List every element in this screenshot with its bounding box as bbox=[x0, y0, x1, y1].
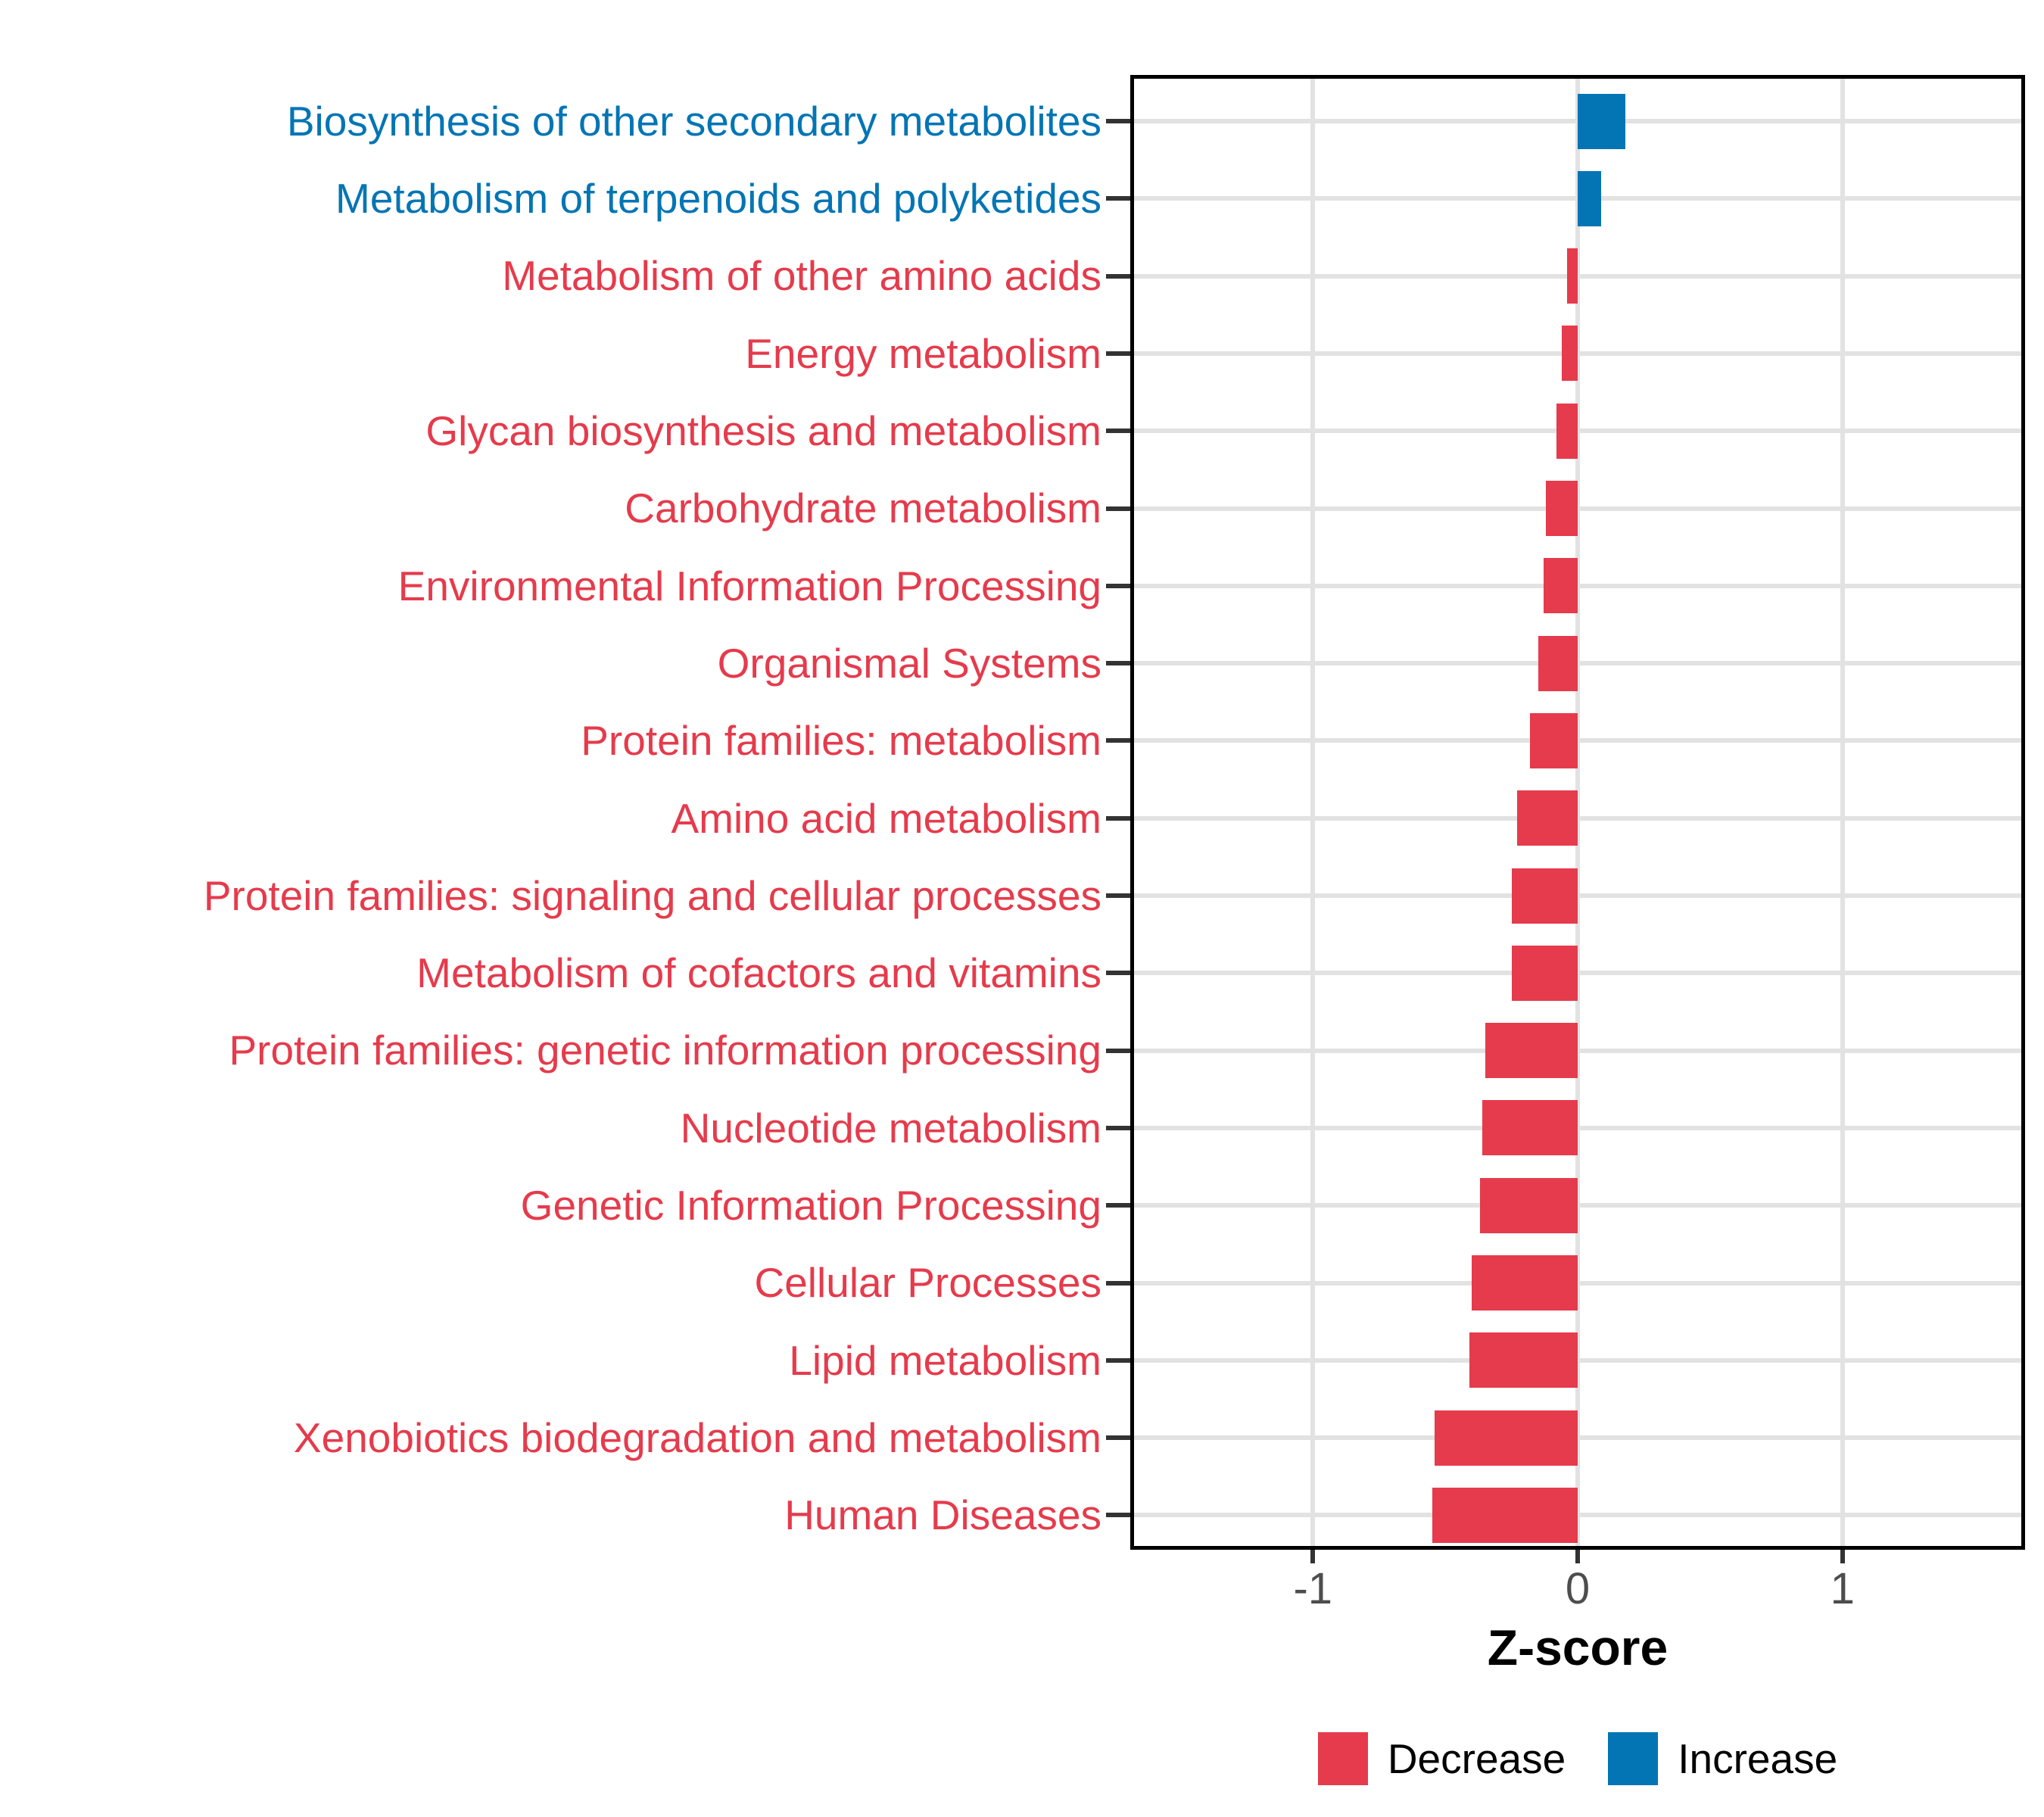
y-tick-mark bbox=[1106, 1357, 1130, 1363]
x-tick-mark bbox=[1575, 1550, 1580, 1563]
bar bbox=[1578, 170, 1602, 226]
category-label: Metabolism of terpenoids and polyketides bbox=[335, 175, 1101, 223]
gridline-horizontal bbox=[1130, 1048, 2025, 1053]
y-tick-mark bbox=[1106, 1203, 1130, 1208]
gridline-vertical bbox=[1840, 75, 1845, 1550]
plot-panel bbox=[1130, 75, 2025, 1550]
x-tick-label: 0 bbox=[1565, 1564, 1591, 1613]
y-tick-mark bbox=[1106, 1125, 1130, 1130]
bar bbox=[1543, 558, 1578, 614]
category-label: Amino acid metabolism bbox=[671, 794, 1101, 842]
bar bbox=[1435, 1410, 1578, 1466]
y-tick-mark bbox=[1106, 815, 1130, 821]
category-label: Genetic Information Processing bbox=[520, 1182, 1101, 1230]
gridline-horizontal bbox=[1130, 351, 2025, 356]
legend-key-decrease-swatch bbox=[1317, 1732, 1368, 1785]
gridline-horizontal bbox=[1130, 815, 2025, 821]
x-tick-mark bbox=[1840, 1550, 1845, 1563]
gridline-horizontal bbox=[1130, 661, 2025, 666]
gridline-horizontal bbox=[1130, 429, 2025, 434]
gridline-horizontal bbox=[1130, 506, 2025, 511]
y-tick-mark bbox=[1106, 971, 1130, 976]
bar bbox=[1567, 248, 1578, 304]
gridline-horizontal bbox=[1130, 1125, 2025, 1130]
category-label: Carbohydrate metabolism bbox=[625, 485, 1101, 532]
y-tick-mark bbox=[1106, 893, 1130, 898]
gridline-horizontal bbox=[1130, 273, 2025, 279]
category-label: Organismal Systems bbox=[717, 639, 1101, 687]
bar bbox=[1562, 326, 1578, 382]
category-label: Environmental Information Processing bbox=[397, 562, 1101, 609]
bar bbox=[1546, 481, 1578, 536]
category-label: Biosynthesis of other secondary metaboli… bbox=[286, 97, 1101, 145]
gridline-horizontal bbox=[1130, 971, 2025, 976]
gridline-horizontal bbox=[1130, 738, 2025, 743]
gridline-horizontal bbox=[1130, 1513, 2025, 1518]
y-tick-mark bbox=[1106, 661, 1130, 666]
bar bbox=[1511, 945, 1578, 1001]
bar bbox=[1482, 1100, 1578, 1156]
category-label: Human Diseases bbox=[784, 1491, 1101, 1539]
bar bbox=[1578, 93, 1625, 149]
x-axis-title: Z-score bbox=[1487, 1619, 1669, 1675]
bar bbox=[1556, 403, 1578, 459]
legend-label: Increase bbox=[1678, 1735, 1838, 1782]
y-tick-mark bbox=[1106, 429, 1130, 434]
gridline-vertical bbox=[1575, 75, 1580, 1550]
x-tick-label: -1 bbox=[1293, 1564, 1333, 1613]
legend-key-increase-swatch bbox=[1608, 1732, 1659, 1785]
bar bbox=[1485, 1023, 1578, 1079]
y-tick-mark bbox=[1106, 583, 1130, 588]
y-tick-mark bbox=[1106, 1280, 1130, 1286]
bar bbox=[1516, 790, 1578, 846]
y-tick-mark bbox=[1106, 1048, 1130, 1053]
y-tick-mark bbox=[1106, 119, 1130, 123]
category-label: Metabolism of cofactors and vitamins bbox=[416, 949, 1101, 997]
legend-item: Decrease bbox=[1317, 1732, 1566, 1785]
y-tick-mark bbox=[1106, 351, 1130, 356]
category-label: Xenobiotics biodegradation and metabolis… bbox=[293, 1413, 1101, 1461]
bar bbox=[1538, 635, 1578, 691]
category-label: Glycan biosynthesis and metabolism bbox=[425, 407, 1101, 455]
gridline-horizontal bbox=[1130, 583, 2025, 588]
gridline-horizontal bbox=[1130, 1435, 2025, 1441]
gridline-vertical bbox=[1310, 75, 1316, 1550]
bar bbox=[1511, 868, 1578, 924]
category-label: Protein families: genetic information pr… bbox=[229, 1027, 1101, 1074]
gridline-horizontal bbox=[1130, 1203, 2025, 1208]
gridline-horizontal bbox=[1130, 1357, 2025, 1363]
bar bbox=[1432, 1487, 1578, 1543]
category-label: Protein families: metabolism bbox=[581, 717, 1101, 765]
y-tick-mark bbox=[1106, 738, 1130, 743]
legend-label: Decrease bbox=[1387, 1735, 1566, 1782]
legend: Decrease Increase bbox=[1130, 1728, 2025, 1789]
x-tick-label: 1 bbox=[1830, 1564, 1855, 1613]
bar bbox=[1479, 1177, 1578, 1233]
category-label: Nucleotide metabolism bbox=[680, 1104, 1101, 1152]
y-tick-mark bbox=[1106, 196, 1130, 201]
category-label: Cellular Processes bbox=[754, 1259, 1101, 1307]
gridline-horizontal bbox=[1130, 1280, 2025, 1286]
bar bbox=[1469, 1332, 1578, 1388]
bar bbox=[1530, 712, 1578, 768]
gridline-horizontal bbox=[1130, 893, 2025, 898]
category-label: Metabolism of other amino acids bbox=[502, 252, 1101, 300]
y-tick-mark bbox=[1106, 506, 1130, 511]
y-tick-mark bbox=[1106, 273, 1130, 279]
bar bbox=[1472, 1255, 1578, 1311]
y-tick-mark bbox=[1106, 1513, 1130, 1518]
y-tick-mark bbox=[1106, 1435, 1130, 1441]
legend-item: Increase bbox=[1608, 1732, 1837, 1785]
category-label: Protein families: signaling and cellular… bbox=[203, 871, 1101, 919]
category-label: Lipid metabolism bbox=[789, 1336, 1101, 1384]
x-tick-mark bbox=[1310, 1550, 1316, 1563]
category-label: Energy metabolism bbox=[745, 329, 1101, 377]
